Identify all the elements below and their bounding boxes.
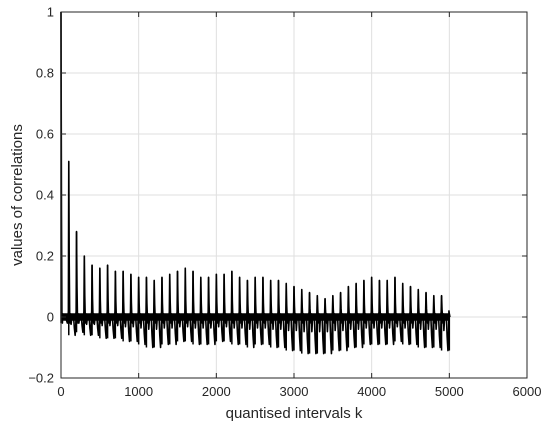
y-tick-label: 0.8 <box>36 66 54 81</box>
x-tick-label: 6000 <box>513 384 542 399</box>
x-tick-label: 1000 <box>124 384 153 399</box>
y-tick-label: 0.4 <box>36 188 54 203</box>
y-axis-label: values of correlations <box>9 124 26 266</box>
series-group <box>60 11 451 355</box>
x-tick-label: 4000 <box>357 384 386 399</box>
y-tick-label: 0 <box>47 310 54 325</box>
x-tick-label: 5000 <box>435 384 464 399</box>
x-tick-label: 2000 <box>202 384 231 399</box>
x-tick-label: 0 <box>57 384 64 399</box>
x-axis-label: quantised intervals k <box>226 405 363 422</box>
y-tick-label: −0.2 <box>28 371 54 386</box>
tick-group: 0 1000 2000 3000 4000 5000 6000−0.200.20.40.60… <box>28 5 541 400</box>
y-tick-label: 0.2 <box>36 249 54 264</box>
y-tick-label: 0.6 <box>36 127 54 142</box>
y-tick-label: 1 <box>47 5 54 20</box>
x-tick-label: 3000 <box>280 384 309 399</box>
